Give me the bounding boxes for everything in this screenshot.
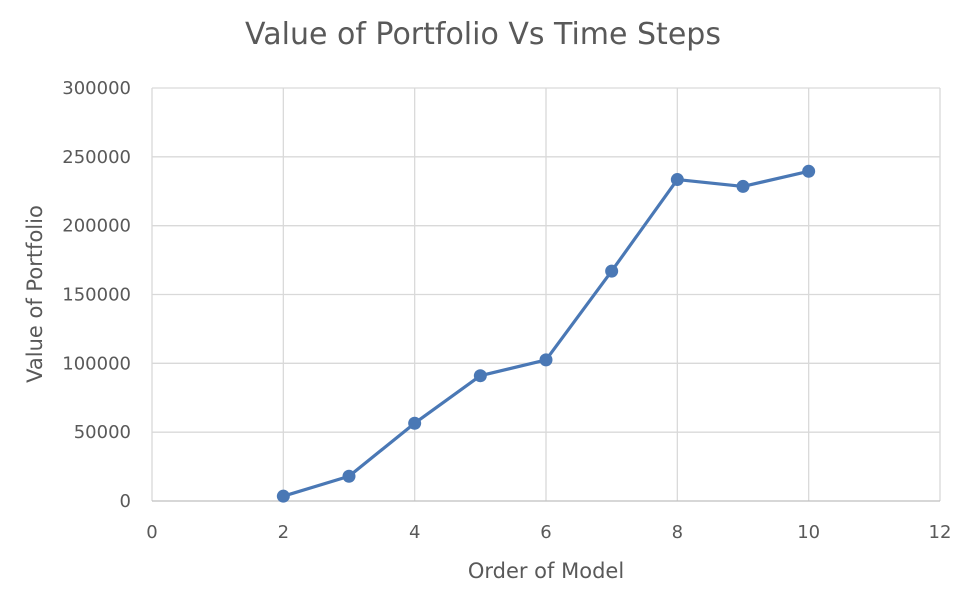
y-tick-label: 300000 <box>62 78 131 99</box>
y-tick-label: 250000 <box>62 147 131 168</box>
series-group <box>276 164 816 503</box>
y-axis-title: Value of Portfolio <box>23 205 47 383</box>
y-tick-label: 100000 <box>62 353 131 374</box>
x-axis-title: Order of Model <box>468 559 624 583</box>
x-tick-label: 10 <box>797 522 820 543</box>
x-tick-label: 6 <box>540 522 551 543</box>
y-tick-label: 150000 <box>62 285 131 306</box>
data-point <box>605 264 619 278</box>
x-tick-labels: 0 2 4 6 8 10 12 <box>146 522 951 543</box>
x-tick-label: 8 <box>672 522 683 543</box>
data-point <box>539 353 553 367</box>
x-gridlines <box>151 88 941 501</box>
data-point <box>736 179 750 193</box>
y-tick-labels: 0 50000 100000 150000 200000 250000 300000 <box>62 78 131 512</box>
data-point <box>473 369 487 383</box>
y-tick-label: 50000 <box>74 422 131 443</box>
data-point <box>342 469 356 483</box>
y-tick-label: 0 <box>120 491 131 512</box>
data-point <box>408 416 422 430</box>
data-point <box>670 173 684 187</box>
y-tick-label: 200000 <box>62 216 131 237</box>
data-point <box>802 164 816 178</box>
x-tick-label: 2 <box>278 522 289 543</box>
chart-title: Value of Portfolio Vs Time Steps <box>245 17 721 52</box>
x-tick-label: 0 <box>146 522 157 543</box>
x-tick-label: 12 <box>929 522 952 543</box>
x-tick-label: 4 <box>409 522 420 543</box>
data-point <box>276 489 290 503</box>
